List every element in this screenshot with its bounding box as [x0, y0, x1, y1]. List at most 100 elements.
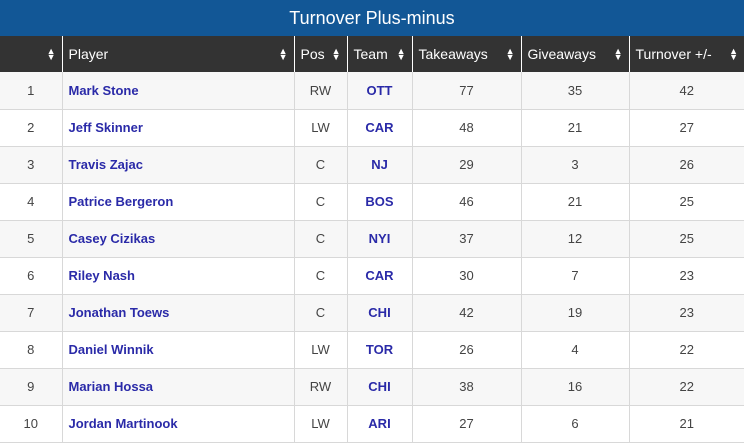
- giveaways-cell: 21: [521, 183, 630, 221]
- giveaways-cell: 21: [521, 109, 630, 147]
- player-link[interactable]: Daniel Winnik: [62, 331, 295, 369]
- column-header-label: Takeaways: [418, 46, 488, 62]
- takeaways-cell: 37: [412, 220, 522, 258]
- pos-cell: C: [294, 220, 348, 258]
- rank-cell: 8: [0, 331, 63, 369]
- table-row: 9 Marian Hossa RW CHI 38 16 22: [0, 368, 744, 406]
- table-row: 7 Jonathan Toews C CHI 42 19 23: [0, 294, 744, 332]
- column-header-player[interactable]: Player ▲ ▼: [62, 36, 295, 72]
- table-row: 6 Riley Nash C CAR 30 7 23: [0, 257, 744, 295]
- plusminus-cell: 23: [629, 257, 744, 295]
- rank-cell: 2: [0, 109, 63, 147]
- team-link[interactable]: TOR: [347, 331, 413, 369]
- sort-icon[interactable]: ▲ ▼: [505, 46, 515, 62]
- player-link[interactable]: Casey Cizikas: [62, 220, 295, 258]
- pos-cell: C: [294, 257, 348, 295]
- header-row: ▲ ▼ Player ▲ ▼ Pos ▲ ▼ Team ▲ ▼ Takeaways ▲ ▼ Giv…: [0, 36, 744, 72]
- rank-cell: 7: [0, 294, 63, 332]
- pos-cell: C: [294, 146, 348, 184]
- pos-cell: RW: [294, 368, 348, 406]
- plusminus-cell: 27: [629, 109, 744, 147]
- sort-icon[interactable]: ▲ ▼: [729, 46, 738, 62]
- player-link[interactable]: Jeff Skinner: [62, 109, 295, 147]
- plusminus-cell: 42: [629, 72, 744, 110]
- team-link[interactable]: CAR: [347, 109, 413, 147]
- rank-cell: 3: [0, 146, 63, 184]
- pos-cell: LW: [294, 405, 348, 443]
- plusminus-cell: 21: [629, 405, 744, 443]
- team-link[interactable]: ARI: [347, 405, 413, 443]
- giveaways-cell: 12: [521, 220, 630, 258]
- team-link[interactable]: CHI: [347, 294, 413, 332]
- takeaways-cell: 27: [412, 405, 522, 443]
- player-link[interactable]: Travis Zajac: [62, 146, 295, 184]
- plusminus-cell: 23: [629, 294, 744, 332]
- rank-cell: 6: [0, 257, 63, 295]
- plusminus-cell: 26: [629, 146, 744, 184]
- column-header-label: Turnover +/-: [635, 46, 712, 62]
- plusminus-cell: 25: [629, 220, 744, 258]
- pos-cell: LW: [294, 331, 348, 369]
- takeaways-cell: 38: [412, 368, 522, 406]
- giveaways-cell: 4: [521, 331, 630, 369]
- takeaways-cell: 46: [412, 183, 522, 221]
- column-header-pos[interactable]: Pos ▲ ▼: [294, 36, 348, 72]
- plusminus-cell: 22: [629, 368, 744, 406]
- player-link[interactable]: Mark Stone: [62, 72, 295, 110]
- table-row: 5 Casey Cizikas C NYI 37 12 25: [0, 220, 744, 258]
- takeaways-cell: 48: [412, 109, 522, 147]
- team-link[interactable]: NJ: [347, 146, 413, 184]
- table-title: Turnover Plus-minus: [0, 0, 744, 36]
- plusminus-cell: 25: [629, 183, 744, 221]
- table-row: 3 Travis Zajac C NJ 29 3 26: [0, 146, 744, 184]
- column-header-rank[interactable]: ▲ ▼: [0, 36, 63, 72]
- rank-cell: 5: [0, 220, 63, 258]
- team-link[interactable]: CAR: [347, 257, 413, 295]
- sort-icon[interactable]: ▲ ▼: [331, 46, 341, 62]
- table-row: 4 Patrice Bergeron C BOS 46 21 25: [0, 183, 744, 221]
- team-link[interactable]: NYI: [347, 220, 413, 258]
- takeaways-cell: 77: [412, 72, 522, 110]
- takeaways-cell: 26: [412, 331, 522, 369]
- turnover-table: ▲ ▼ Player ▲ ▼ Pos ▲ ▼ Team ▲ ▼ Takeaways ▲ ▼ Giv…: [0, 36, 744, 443]
- table-row: 2 Jeff Skinner LW CAR 48 21 27: [0, 109, 744, 147]
- giveaways-cell: 6: [521, 405, 630, 443]
- plusminus-cell: 22: [629, 331, 744, 369]
- team-link[interactable]: OTT: [347, 72, 413, 110]
- pos-cell: C: [294, 183, 348, 221]
- giveaways-cell: 19: [521, 294, 630, 332]
- team-link[interactable]: CHI: [347, 368, 413, 406]
- player-link[interactable]: Jordan Martinook: [62, 405, 295, 443]
- table-row: 10 Jordan Martinook LW ARI 27 6 21: [0, 405, 744, 443]
- giveaways-cell: 7: [521, 257, 630, 295]
- column-header-label: Player: [68, 46, 109, 62]
- giveaways-cell: 3: [521, 146, 630, 184]
- player-link[interactable]: Marian Hossa: [62, 368, 295, 406]
- pos-cell: C: [294, 294, 348, 332]
- giveaways-cell: 16: [521, 368, 630, 406]
- sort-icon[interactable]: ▲ ▼: [278, 46, 288, 62]
- column-header-turnover-plus-minus[interactable]: Turnover +/- ▲ ▼: [629, 36, 744, 72]
- rank-cell: 1: [0, 72, 63, 110]
- rank-cell: 4: [0, 183, 63, 221]
- pos-cell: LW: [294, 109, 348, 147]
- sort-icon[interactable]: ▲ ▼: [396, 46, 406, 62]
- column-header-label: Pos: [300, 46, 325, 62]
- table-row: 8 Daniel Winnik LW TOR 26 4 22: [0, 331, 744, 369]
- column-header-takeaways[interactable]: Takeaways ▲ ▼: [412, 36, 522, 72]
- takeaways-cell: 30: [412, 257, 522, 295]
- column-header-label: Team: [353, 46, 388, 62]
- sort-icon[interactable]: ▲ ▼: [46, 46, 56, 62]
- column-header-team[interactable]: Team ▲ ▼: [347, 36, 413, 72]
- player-link[interactable]: Patrice Bergeron: [62, 183, 295, 221]
- table-row: 1 Mark Stone RW OTT 77 35 42: [0, 72, 744, 110]
- player-link[interactable]: Jonathan Toews: [62, 294, 295, 332]
- player-link[interactable]: Riley Nash: [62, 257, 295, 295]
- giveaways-cell: 35: [521, 72, 630, 110]
- takeaways-cell: 42: [412, 294, 522, 332]
- takeaways-cell: 29: [412, 146, 522, 184]
- column-header-giveaways[interactable]: Giveaways ▲ ▼: [521, 36, 630, 72]
- team-link[interactable]: BOS: [347, 183, 413, 221]
- pos-cell: RW: [294, 72, 348, 110]
- sort-icon[interactable]: ▲ ▼: [613, 46, 623, 62]
